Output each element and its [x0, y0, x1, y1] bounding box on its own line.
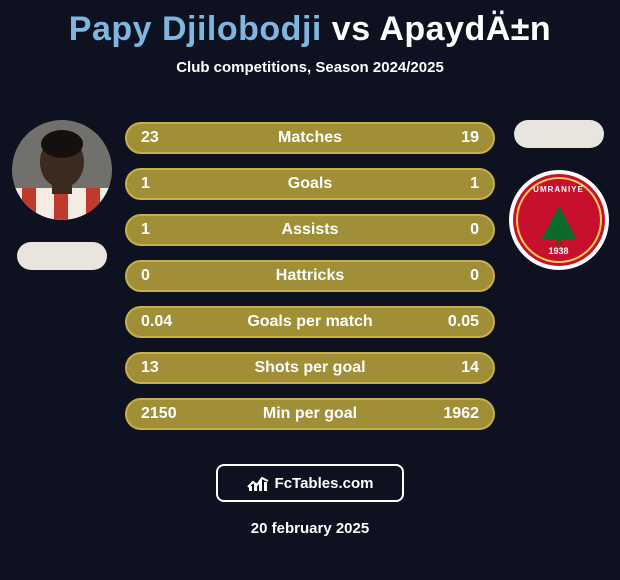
stat-left-value: 1: [141, 175, 150, 193]
date: 20 february 2025: [0, 520, 620, 537]
player1-name: Papy Djilobodji: [69, 10, 322, 48]
site-logo-text: FcTables.com: [275, 475, 374, 492]
stat-left-value: 0.04: [141, 313, 172, 331]
site-logo: FcTables.com: [216, 464, 404, 502]
stat-label: Matches: [278, 129, 342, 147]
footer: FcTables.com 20 february 2025: [0, 444, 620, 537]
stat-label: Shots per goal: [254, 359, 365, 377]
player1-avatar-svg: [12, 120, 112, 220]
stat-right-value: 14: [461, 359, 479, 377]
stat-row: 0 Hattricks 0: [125, 260, 495, 292]
player2-column: UMRANIYE 1938: [507, 120, 610, 270]
stat-label: Goals per match: [247, 313, 372, 331]
stat-right-value: 1962: [443, 405, 479, 423]
player1-club-pill: [17, 242, 107, 270]
page-title: Papy Djilobodji vs ApaydÄ±n: [0, 0, 620, 49]
stats-list: 23 Matches 19 1 Goals 1 1 Assists 0 0 Hattricks 0 0.…: [125, 122, 495, 430]
stat-label: Min per goal: [263, 405, 357, 423]
subtitle: Club competitions, Season 2024/2025: [0, 59, 620, 76]
stat-left-value: 1: [141, 221, 150, 239]
stat-label: Assists: [282, 221, 339, 239]
stat-label: Hattricks: [276, 267, 344, 285]
crest-inner-ring: UMRANIYE 1938: [516, 177, 602, 263]
stat-left-value: 13: [141, 359, 159, 377]
player1-column: [10, 120, 113, 270]
stat-left-value: 23: [141, 129, 159, 147]
stat-row: 2150 Min per goal 1962: [125, 398, 495, 430]
stat-right-value: 19: [461, 129, 479, 147]
stat-row: 13 Shots per goal 14: [125, 352, 495, 384]
vs-separator: vs: [332, 10, 371, 48]
player2-club-crest: UMRANIYE 1938: [509, 170, 609, 270]
stat-right-value: 1: [470, 175, 479, 193]
stat-row: 23 Matches 19: [125, 122, 495, 154]
crest-top-text: UMRANIYE: [533, 185, 584, 194]
stat-left-value: 0: [141, 267, 150, 285]
stat-right-value: 0: [470, 267, 479, 285]
stat-right-value: 0.05: [448, 313, 479, 331]
chart-icon: [247, 474, 269, 492]
crest-year: 1938: [548, 246, 568, 256]
stat-left-value: 2150: [141, 405, 177, 423]
stat-row: 0.04 Goals per match 0.05: [125, 306, 495, 338]
tree-icon: [541, 206, 577, 240]
stat-row: 1 Assists 0: [125, 214, 495, 246]
stat-right-value: 0: [470, 221, 479, 239]
player2-club-pill: [514, 120, 604, 148]
player2-name: ApaydÄ±n: [379, 10, 551, 48]
player1-avatar: [12, 120, 112, 220]
stat-label: Goals: [288, 175, 332, 193]
stat-row: 1 Goals 1: [125, 168, 495, 200]
